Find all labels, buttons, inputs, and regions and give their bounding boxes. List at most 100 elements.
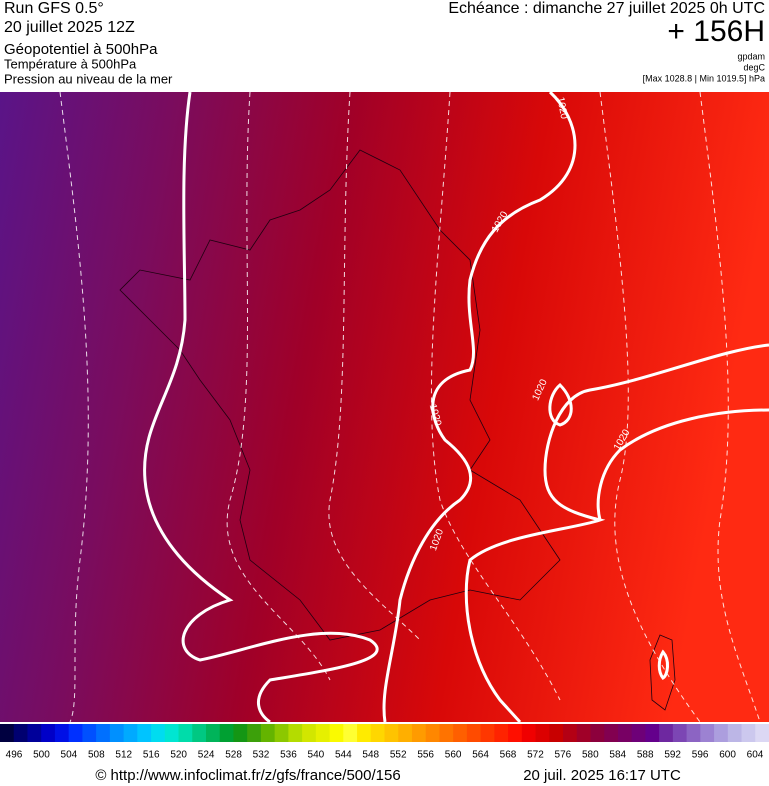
unit: gpdam xyxy=(737,51,765,61)
scale-label: 580 xyxy=(582,750,599,761)
scale-swatch xyxy=(0,724,15,742)
scale-swatch xyxy=(466,724,482,742)
scale-swatch xyxy=(590,724,605,742)
layer-label: Température à 500hPa xyxy=(4,56,137,71)
scale-label: 564 xyxy=(472,750,489,761)
scale-swatch xyxy=(604,724,619,742)
geopotential-line xyxy=(328,91,421,641)
scale-swatch xyxy=(123,724,138,742)
map-field xyxy=(0,92,769,722)
scale-label: 552 xyxy=(390,750,407,761)
scale-swatch xyxy=(343,724,358,742)
scale-label: 560 xyxy=(445,750,462,761)
scale-label: 544 xyxy=(335,750,352,761)
scale-swatch xyxy=(508,724,523,742)
scale-swatch xyxy=(302,724,317,742)
scale-swatch xyxy=(192,724,207,742)
scale-label: 584 xyxy=(609,750,626,761)
scale-swatch xyxy=(741,724,756,742)
scale-swatch xyxy=(27,724,42,742)
scale-swatch xyxy=(494,724,509,742)
scale-label: 512 xyxy=(115,750,132,761)
scale-label: 548 xyxy=(362,750,379,761)
run-title: Run GFS 0.5° xyxy=(4,0,104,17)
color-scale: 496 500 504 508 512 516 520 524 528 532 536 540 544 5… xyxy=(0,724,769,761)
scale-swatch xyxy=(384,724,399,742)
scale-swatch xyxy=(164,724,180,742)
scale-swatch xyxy=(82,724,97,742)
scale-label: 520 xyxy=(170,750,187,761)
scale-label: 536 xyxy=(280,750,297,761)
scale-swatch xyxy=(151,724,166,742)
scale-swatch xyxy=(686,724,701,742)
scale-swatch xyxy=(398,724,413,742)
scale-label: 500 xyxy=(33,750,50,761)
scale-swatch xyxy=(453,724,468,742)
isobar xyxy=(657,649,669,680)
scale-swatch xyxy=(260,724,276,742)
scale-swatch xyxy=(727,724,743,742)
scale-label: 540 xyxy=(308,750,325,761)
isobar-label: 1020 xyxy=(555,96,570,120)
scale-label: 556 xyxy=(417,750,434,761)
scale-label: 508 xyxy=(88,750,105,761)
scale-swatch xyxy=(357,724,372,742)
geopotential-line xyxy=(59,91,89,723)
scale-swatch xyxy=(631,724,646,742)
scale-swatch xyxy=(219,724,234,742)
scale-swatch xyxy=(13,724,28,742)
scale-swatch xyxy=(576,724,591,742)
layer-label: Géopotentiel à 500hPa xyxy=(4,41,158,58)
geopotential-line xyxy=(699,91,761,723)
isobar xyxy=(382,90,577,723)
geopotential-line xyxy=(430,91,561,701)
lead-time: + 156H xyxy=(667,15,765,48)
pressure-range: [Max 1028.8 | Min 1019.5] hPa xyxy=(643,73,765,83)
generated-time: 20 juil. 2025 16:17 UTC xyxy=(523,767,681,784)
scale-swatch xyxy=(329,724,344,742)
scale-swatch xyxy=(68,724,83,742)
scale-swatch xyxy=(425,724,440,742)
isobar xyxy=(548,382,573,427)
scale-swatch xyxy=(700,724,715,742)
scale-label: 528 xyxy=(225,750,242,761)
scale-swatch xyxy=(755,724,769,742)
scale-swatch xyxy=(288,724,303,742)
scale-swatch xyxy=(274,724,289,742)
scale-swatch xyxy=(233,724,248,742)
corsica xyxy=(649,634,676,711)
scale-label: 600 xyxy=(719,750,736,761)
scale-label: 592 xyxy=(664,750,681,761)
run-date: 20 juillet 2025 12Z xyxy=(4,19,135,36)
scale-label: 588 xyxy=(637,750,654,761)
unit: degC xyxy=(743,62,765,72)
scale-swatch xyxy=(370,724,385,742)
scale-swatch xyxy=(714,724,729,742)
isobar xyxy=(143,91,379,724)
scale-swatch xyxy=(659,724,674,742)
source-url: © http://www.infoclimat.fr/z/gfs/france/… xyxy=(95,767,400,784)
geopotential-line xyxy=(599,91,701,723)
scale-swatch xyxy=(315,724,331,742)
scale-swatch xyxy=(480,724,495,742)
scale-label: 524 xyxy=(198,750,215,761)
scale-swatch xyxy=(205,724,221,742)
scale-swatch xyxy=(439,724,454,742)
scale-swatch xyxy=(549,724,564,742)
isobar xyxy=(596,408,769,521)
scale-label: 604 xyxy=(747,750,764,761)
scale-swatch xyxy=(521,724,537,742)
scale-swatch xyxy=(645,724,660,742)
scale-label: 568 xyxy=(500,750,517,761)
scale-swatch xyxy=(411,724,427,742)
scale-swatch xyxy=(96,724,111,742)
scale-label: 532 xyxy=(253,750,270,761)
scale-label: 516 xyxy=(143,750,160,761)
isobar xyxy=(464,343,769,724)
layer-label: Pression au niveau de la mer xyxy=(4,71,173,86)
geopotential-line xyxy=(226,91,331,681)
scale-swatch xyxy=(563,724,578,742)
scale-swatch xyxy=(109,724,125,742)
